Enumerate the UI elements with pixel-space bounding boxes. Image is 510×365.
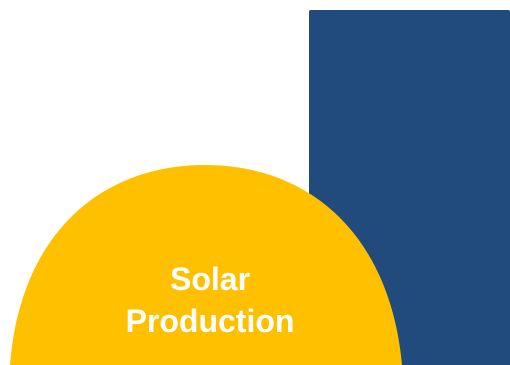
solar-arc-fill — [10, 165, 402, 365]
solar-production-label: Solar Production — [110, 258, 310, 342]
solar-arc-shape — [10, 165, 402, 365]
solar-label-line-1: Solar — [169, 261, 251, 297]
solar-label-line-2: Production — [125, 303, 295, 339]
